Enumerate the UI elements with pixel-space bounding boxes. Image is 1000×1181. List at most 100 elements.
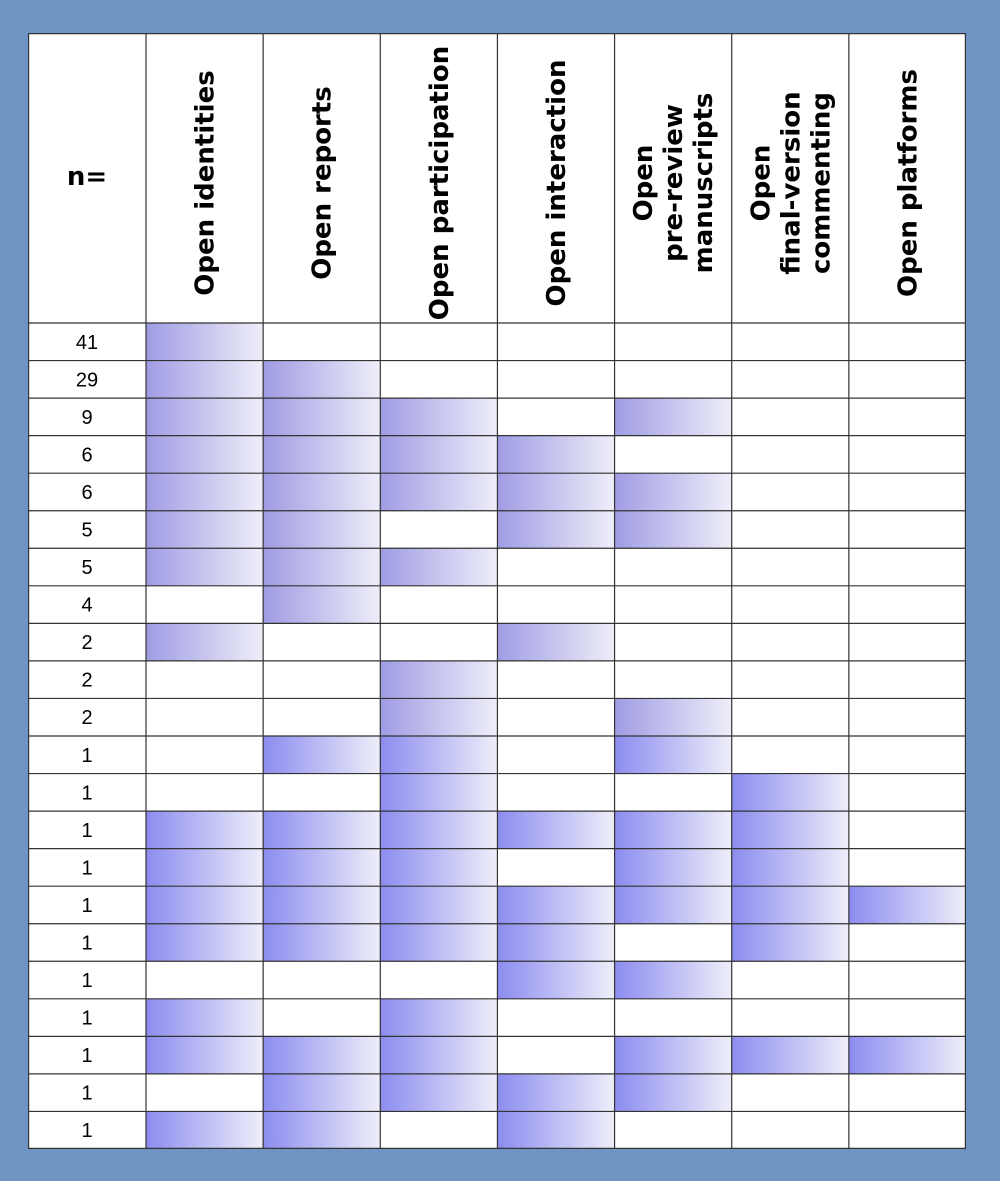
filled-cell: [380, 1036, 498, 1074]
filled-cell: [146, 360, 264, 399]
n-value: 9: [81, 407, 92, 429]
grid-lines: [28, 33, 966, 1149]
n-value: 1: [81, 820, 92, 842]
filled-cell: [848, 886, 966, 924]
filled-cell: [263, 435, 381, 474]
filled-cell: [380, 473, 498, 511]
filled-cell: [263, 360, 381, 399]
filled-cell: [263, 510, 381, 549]
n-value: 2: [81, 670, 92, 692]
n-value: 2: [81, 707, 92, 729]
filled-cell: [731, 923, 849, 962]
feature-table: n= Open identities Open reports Open partic…: [28, 33, 966, 1149]
filled-cell: [263, 923, 381, 962]
filled-cell: [146, 323, 264, 361]
filled-cell: [614, 398, 732, 436]
filled-cell: [497, 1073, 615, 1112]
filled-cell: [731, 811, 849, 849]
filled-cell: [380, 1073, 498, 1112]
filled-cell: [263, 398, 381, 436]
filled-cell: [263, 848, 381, 887]
filled-cell: [146, 848, 264, 887]
column-header: Open platforms: [893, 69, 923, 297]
filled-cell: [146, 811, 264, 849]
n-value: 1: [81, 1083, 92, 1105]
filled-cell: [146, 1036, 264, 1074]
filled-cell: [146, 473, 264, 511]
filled-cell: [731, 886, 849, 924]
n-value: 1: [81, 1120, 92, 1142]
filled-cell: [731, 1036, 849, 1074]
filled-cell: [263, 886, 381, 924]
column-header-line: Open platforms: [893, 69, 923, 297]
n-value: 1: [81, 933, 92, 955]
filled-cell: [614, 1036, 732, 1074]
filled-cell: [380, 848, 498, 887]
filled-cell: [614, 886, 732, 924]
filled-cell: [497, 623, 615, 661]
n-value: 5: [81, 557, 92, 579]
filled-cell: [146, 886, 264, 924]
column-header-line: manuscripts: [689, 93, 719, 274]
n-value: 5: [81, 520, 92, 542]
filled-cell: [380, 548, 498, 586]
filled-cell: [380, 923, 498, 962]
filled-cell: [380, 998, 498, 1037]
filled-cell: [263, 585, 381, 624]
filled-cell: [614, 1073, 732, 1112]
n-value: 1: [81, 782, 92, 804]
filled-cell: [380, 773, 498, 812]
filled-cell: [380, 736, 498, 774]
column-header: Open reports: [308, 86, 338, 280]
filled-cell: [614, 473, 732, 511]
filled-cell: [146, 510, 264, 549]
n-value: 1: [81, 1008, 92, 1030]
n-value: 1: [81, 970, 92, 992]
filled-cell: [146, 998, 264, 1037]
filled-cell: [497, 886, 615, 924]
filled-cell: [497, 923, 615, 962]
column-header-line: final-version: [776, 91, 806, 274]
filled-cell: [263, 811, 381, 849]
filled-cell: [146, 548, 264, 586]
filled-cell: [731, 773, 849, 812]
filled-cell: [146, 623, 264, 661]
filled-cell: [497, 1111, 615, 1149]
filled-cell: [380, 698, 498, 736]
filled-cell: [497, 510, 615, 549]
n-value: 6: [81, 444, 92, 466]
filled-cell: [380, 435, 498, 474]
column-header-line: commenting: [806, 92, 836, 274]
filled-cell: [380, 660, 498, 699]
filled-cell: [380, 398, 498, 436]
n-value: 1: [81, 1045, 92, 1067]
filled-cell: [848, 1036, 966, 1074]
n-value: 4: [81, 595, 92, 617]
filled-cell: [380, 886, 498, 924]
filled-cell: [263, 1036, 381, 1074]
column-header-line: pre-review: [659, 104, 689, 262]
filled-cell: [146, 435, 264, 474]
filled-cell: [614, 698, 732, 736]
column-header-line: Open: [629, 145, 659, 222]
filled-cell: [614, 736, 732, 774]
filled-cell: [497, 435, 615, 474]
filled-cell: [614, 811, 732, 849]
column-header-line: Open participation: [425, 46, 455, 320]
filled-cell: [380, 811, 498, 849]
column-header: Open participation: [425, 46, 455, 320]
column-header: Open interaction: [542, 60, 572, 307]
n-value: 29: [76, 369, 98, 391]
filled-cell: [731, 848, 849, 887]
column-header-line: Open: [746, 145, 776, 222]
column-header: Open identities: [191, 70, 221, 295]
filled-cell: [497, 961, 615, 999]
table-frame: n= Open identities Open reports Open partic…: [28, 33, 966, 1149]
filled-cell: [263, 736, 381, 774]
column-header-line: Open reports: [308, 86, 338, 280]
filled-cell: [146, 398, 264, 436]
filled-cell: [497, 811, 615, 849]
filled-cell: [497, 473, 615, 511]
n-value: 1: [81, 857, 92, 879]
filled-cell: [614, 848, 732, 887]
